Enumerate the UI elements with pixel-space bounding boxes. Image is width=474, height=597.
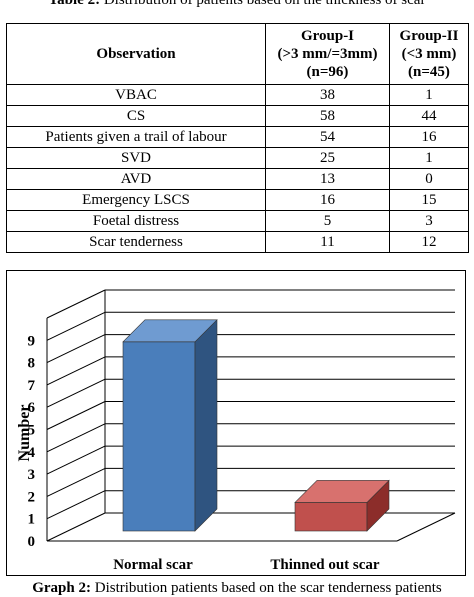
- header-observation: Observation: [6, 23, 266, 85]
- cell-observation: Patients given a trail of labour: [6, 126, 266, 148]
- chart-axes: [46, 290, 456, 542]
- cell-group2: 12: [389, 231, 469, 253]
- gridline-depth: [46, 356, 106, 386]
- table-caption: Table 2: Distribution of patients based …: [0, 0, 474, 9]
- header-group2-criteria: (<3 mm): [401, 46, 457, 62]
- cell-observation: Scar tenderness: [6, 231, 266, 253]
- cell-group2: 15: [389, 189, 469, 211]
- chart-frame: 0 1 2 3 4 5 6 7 8 9 Normal scar Thinned out scar N…: [6, 270, 466, 576]
- cell-group1: 13: [265, 168, 390, 190]
- cell-group2: 1: [389, 84, 469, 106]
- cell-group2: 44: [389, 105, 469, 127]
- gridline-depth: [46, 334, 106, 364]
- y-tick-label: 3: [28, 467, 36, 483]
- y-tick-label: 5: [28, 423, 36, 439]
- cell-group1: 25: [265, 147, 390, 169]
- cell-observation: SVD: [6, 147, 266, 169]
- gridline-depth: [46, 423, 106, 453]
- cell-group1: 54: [265, 126, 390, 148]
- header-group1: Group-I (>3 mm/=3mm) (n=96): [265, 23, 390, 85]
- y-tick-label: 4: [28, 445, 36, 461]
- gridline-depth: [46, 289, 106, 319]
- cell-group2: 1: [389, 147, 469, 169]
- y-tick-label: 2: [28, 489, 36, 505]
- cell-group2: 3: [389, 210, 469, 232]
- header-group1-name: Group-I: [300, 28, 355, 44]
- y-tick-label: 9: [28, 333, 36, 349]
- graph-caption-label: Graph 2:: [32, 580, 91, 596]
- header-group1-criteria: (>3 mm/=3mm): [277, 46, 378, 62]
- table-row: Emergency LSCS 16 15: [6, 189, 469, 211]
- header-group1-count: (n=96): [306, 64, 349, 80]
- table-row: Patients given a trail of labour 54 16: [6, 126, 469, 148]
- chart-gridlines: [46, 289, 455, 542]
- x-category-label: Normal scar: [113, 557, 193, 573]
- y-tick-label: 1: [28, 512, 36, 528]
- chart-bars: [122, 319, 390, 532]
- cell-observation: Emergency LSCS: [6, 189, 266, 211]
- table-row: AVD 13 0: [6, 168, 469, 190]
- x-category-labels: Normal scar Thinned out scar: [113, 557, 380, 573]
- cell-group1: 58: [265, 105, 390, 127]
- header-group2-name: Group-II: [399, 28, 459, 44]
- graph-caption-text: Distribution patients based on the scar …: [94, 580, 442, 596]
- header-group2-count: (n=45): [408, 64, 450, 80]
- cell-observation: CS: [6, 105, 266, 127]
- header-group2: Group-II (<3 mm) (n=45): [389, 23, 469, 85]
- cell-group1: 16: [265, 189, 390, 211]
- cell-group1: 11: [265, 231, 390, 253]
- gridline-depth: [46, 311, 106, 341]
- gridline-depth: [46, 401, 106, 430]
- gridline-depth: [46, 467, 106, 497]
- y-axis-label: Number: [16, 405, 33, 462]
- cell-group1: 5: [265, 210, 390, 232]
- cell-observation: AVD: [6, 168, 266, 190]
- bar-top: [122, 319, 218, 343]
- cell-group2: 16: [389, 126, 469, 148]
- gridline-depth: [46, 512, 106, 542]
- y-tick-labels: 0 1 2 3 4 5 6 7 8 9: [28, 333, 36, 550]
- table-row: VBAC 38 1: [6, 84, 469, 106]
- bar-front: [122, 341, 196, 532]
- x-category-label: Thinned out scar: [270, 557, 380, 573]
- y-tick-label: 8: [28, 356, 36, 372]
- table-row: SVD 25 1: [6, 147, 469, 169]
- observation-table: Observation Group-I (>3 mm/=3mm) (n=96) …: [6, 23, 469, 253]
- y-tick-label: 0: [28, 534, 36, 550]
- gridline-depth: [46, 490, 106, 520]
- cell-group2: 0: [389, 168, 469, 190]
- table-row: Foetal distress 5 3: [6, 210, 469, 232]
- graph-caption: Graph 2: Distribution patients based on …: [0, 580, 474, 597]
- table-caption-label: Table 2:: [48, 0, 101, 8]
- gridline-depth: [46, 445, 106, 475]
- table-row: CS 58 44: [6, 105, 469, 127]
- table-header-row: Observation Group-I (>3 mm/=3mm) (n=96) …: [6, 23, 469, 85]
- table-row: Scar tenderness 11 12: [6, 231, 469, 253]
- floor-edge: [396, 512, 456, 542]
- cell-observation: VBAC: [6, 84, 266, 106]
- y-tick-label: 7: [28, 378, 36, 394]
- bar-side: [194, 319, 218, 532]
- cell-observation: Foetal distress: [6, 210, 266, 232]
- cell-group1: 38: [265, 84, 390, 106]
- gridline-depth: [46, 378, 106, 408]
- bar-front: [294, 502, 368, 532]
- y-tick-label: 6: [28, 400, 36, 416]
- table-caption-text: Distribution of patients based on the th…: [103, 0, 426, 8]
- bar-chart: 0 1 2 3 4 5 6 7 8 9 Normal scar Thinned out scar N…: [16, 289, 456, 573]
- bar-top: [294, 480, 390, 503]
